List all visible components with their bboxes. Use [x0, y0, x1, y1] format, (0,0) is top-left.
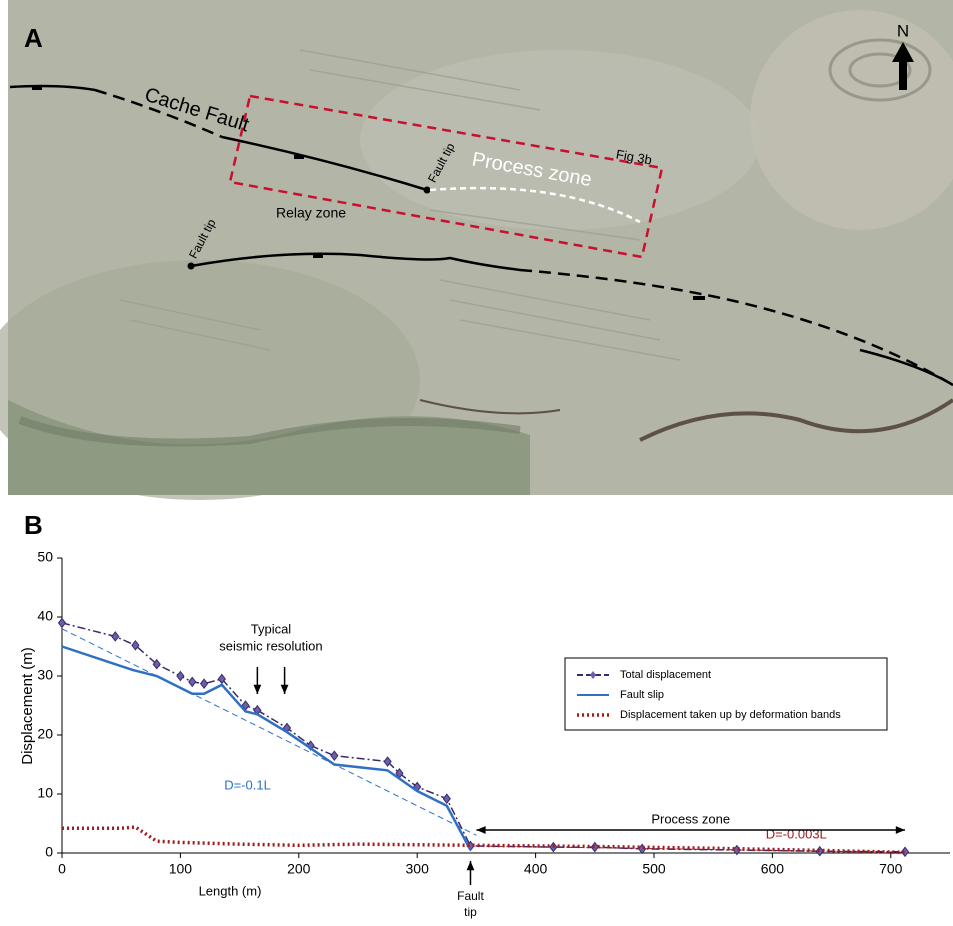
- panel-label: A: [24, 23, 43, 53]
- y-tick-label: 20: [37, 726, 53, 742]
- y-tick-label: 0: [45, 844, 53, 860]
- annotation-text: Process zone: [651, 811, 730, 826]
- x-tick-label: 100: [169, 861, 193, 877]
- x-tick-label: 200: [287, 861, 311, 877]
- x-tick-label: 300: [406, 861, 430, 877]
- series-line: [62, 647, 470, 851]
- fault-tip-arrow: [467, 861, 475, 885]
- panel-label: B: [24, 510, 43, 540]
- figure: A N Cache Fault Fault tip Fault tip Proc…: [0, 0, 953, 926]
- marker: [639, 844, 646, 853]
- marker: [189, 677, 196, 686]
- fit-label: D=-0.003L: [766, 827, 827, 842]
- relay-zone-label: Relay zone: [276, 205, 346, 221]
- aerial-photo: [0, 0, 953, 500]
- resolution-arrow: [281, 667, 289, 694]
- legend-label: Total displacement: [620, 669, 711, 681]
- x-tick-label: 500: [642, 861, 666, 877]
- marker: [177, 672, 184, 681]
- marker: [201, 679, 208, 688]
- annotation-text: Typical: [251, 621, 292, 636]
- resolution-arrow: [253, 667, 261, 694]
- marker: [331, 751, 338, 760]
- annotation-text: seismic resolution: [219, 638, 322, 653]
- y-tick-label: 30: [37, 667, 53, 683]
- x-tick-label: 0: [58, 861, 66, 877]
- marker: [443, 794, 450, 803]
- y-tick-label: 50: [37, 549, 53, 565]
- y-axis-label: Displacement (m): [19, 647, 36, 765]
- series-line: [62, 623, 905, 852]
- x-tick-label: 600: [761, 861, 785, 877]
- x-axis-label: Length (m): [199, 883, 262, 898]
- north-label: N: [897, 21, 909, 40]
- annotation-text: Fault: [457, 889, 484, 903]
- y-tick-label: 40: [37, 608, 53, 624]
- x-tick-label: 700: [879, 861, 903, 877]
- fit-label: D=-0.1L: [224, 777, 271, 792]
- marker: [816, 847, 823, 856]
- annotation-text: tip: [464, 905, 477, 919]
- process-zone-arrow: [476, 826, 905, 834]
- marker: [591, 843, 598, 852]
- marker: [59, 618, 66, 627]
- y-tick-label: 10: [37, 785, 53, 801]
- legend-label: Displacement taken up by deformation ban…: [620, 709, 841, 721]
- legend-label: Fault slip: [620, 689, 664, 701]
- fit-line: [62, 629, 476, 836]
- marker: [112, 632, 119, 641]
- x-tick-label: 400: [524, 861, 548, 877]
